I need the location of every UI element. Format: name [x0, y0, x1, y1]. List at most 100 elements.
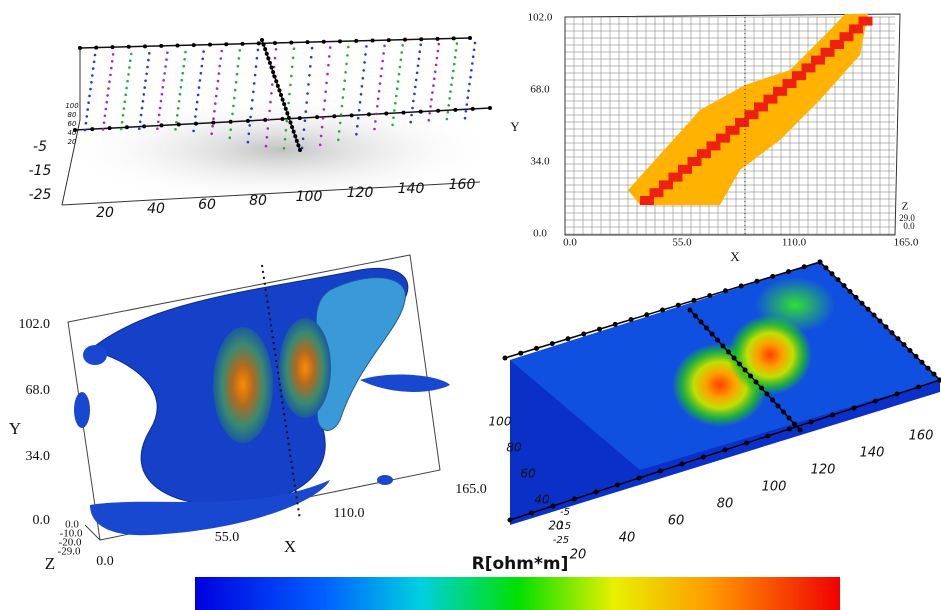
point — [195, 108, 198, 111]
panel-top-left — [60, 36, 500, 206]
point — [145, 72, 148, 76]
point — [121, 114, 125, 117]
point — [437, 42, 441, 46]
electrode — [931, 371, 937, 377]
electrode — [294, 138, 299, 143]
tick-label: -29.0 — [58, 546, 81, 558]
tick-label: -15 — [555, 521, 571, 532]
point — [380, 67, 384, 70]
point — [318, 143, 322, 147]
point — [216, 79, 220, 83]
point — [123, 100, 127, 103]
electrode — [549, 341, 555, 347]
electrode — [775, 403, 781, 409]
electrode — [453, 107, 458, 112]
point — [449, 90, 452, 93]
point — [220, 49, 223, 53]
electrode — [263, 117, 268, 122]
electrode — [110, 45, 115, 50]
point — [454, 49, 458, 52]
point — [196, 93, 200, 97]
electrode — [354, 38, 359, 43]
point — [166, 51, 169, 54]
point — [285, 119, 289, 123]
electrode — [273, 41, 277, 45]
cell — [792, 71, 806, 81]
tick-label: 60 — [520, 467, 536, 481]
point — [122, 107, 126, 110]
point — [322, 108, 326, 111]
electrode — [370, 38, 375, 43]
electrode — [937, 377, 941, 383]
point — [338, 121, 342, 125]
electrode — [679, 461, 685, 467]
tick-label: 140 — [398, 181, 425, 197]
point — [129, 52, 133, 56]
point — [255, 56, 259, 60]
electrode — [675, 302, 681, 308]
electrode — [781, 409, 786, 415]
electrode — [628, 317, 634, 323]
point — [111, 53, 115, 56]
point — [234, 80, 238, 84]
point — [429, 105, 432, 108]
tick-label: 0.0 — [33, 513, 51, 528]
electrode — [208, 42, 212, 47]
point — [445, 117, 449, 121]
electrode — [660, 307, 665, 313]
electrode — [883, 324, 889, 330]
electrode — [279, 93, 283, 97]
point — [178, 92, 182, 96]
electrode — [451, 36, 456, 41]
cell — [858, 16, 873, 26]
cell — [820, 47, 835, 57]
tick-label: -5 — [560, 507, 570, 518]
electrode — [853, 294, 859, 300]
electrode — [808, 419, 814, 425]
electrode — [282, 102, 287, 107]
tick-label: 120 — [347, 185, 374, 201]
point — [471, 62, 474, 65]
point — [363, 61, 366, 64]
electrode — [737, 361, 742, 367]
point — [235, 72, 239, 76]
electrode — [529, 510, 534, 516]
electrode — [658, 468, 663, 474]
point — [110, 60, 114, 63]
cell — [782, 79, 797, 88]
point — [346, 54, 349, 57]
point — [233, 88, 237, 92]
point — [307, 83, 310, 86]
point — [269, 100, 272, 104]
point — [391, 123, 394, 127]
tick-label: 0.0 — [563, 237, 577, 249]
point — [246, 140, 250, 144]
electrode — [817, 259, 823, 265]
point — [138, 120, 142, 124]
point — [264, 144, 268, 148]
point — [180, 78, 184, 82]
point — [287, 101, 290, 105]
point — [410, 113, 413, 117]
tick-label: 20 — [96, 205, 114, 221]
point — [177, 100, 181, 103]
point — [84, 121, 88, 125]
point — [453, 56, 457, 59]
tick-label: 60 — [68, 120, 77, 128]
electrode — [126, 44, 131, 49]
point — [158, 106, 162, 110]
tick-label: 20 — [570, 548, 587, 563]
electrode — [293, 134, 298, 139]
point — [355, 132, 358, 136]
tick-label: 100 — [762, 480, 787, 495]
point — [365, 45, 368, 48]
tick-label: -25 — [29, 187, 52, 203]
point — [347, 45, 350, 49]
point — [419, 43, 423, 46]
point — [324, 90, 328, 93]
point — [284, 128, 288, 132]
point — [343, 79, 347, 82]
cell — [697, 149, 711, 159]
point — [163, 72, 166, 75]
